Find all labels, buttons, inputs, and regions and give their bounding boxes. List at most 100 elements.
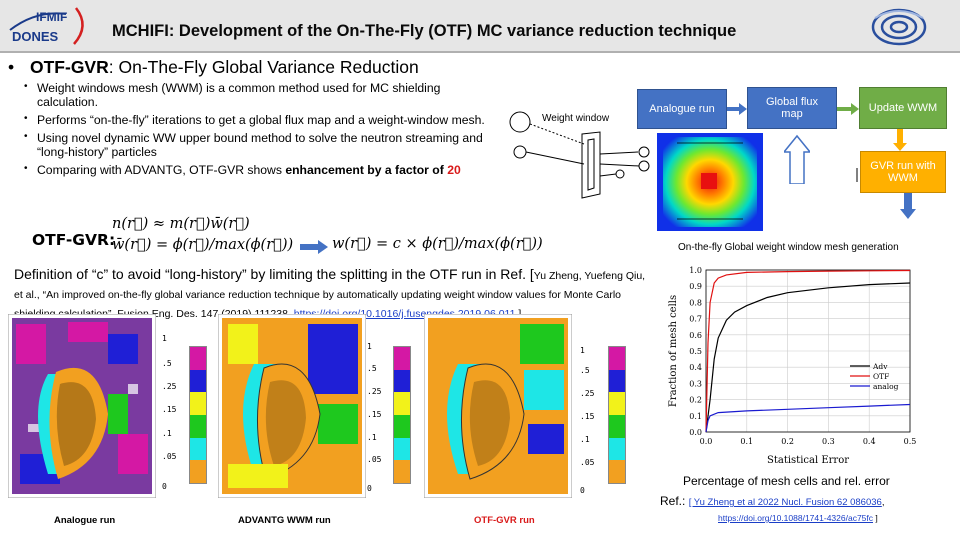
definition-text: Definition of “c” to avoid “long-history… (14, 266, 534, 282)
bullet-icon: • (24, 163, 28, 174)
tick-label: .5 (162, 359, 172, 368)
reference-line-2: https://doi.org/10.1088/1741-4326/ac75fc… (718, 513, 878, 523)
ifmif-dones-logo: IFMIF DONES (9, 7, 84, 45)
sub-bullet-text: Weight windows mesh (WWM) is a common me… (37, 81, 441, 109)
fusion-logo (871, 8, 927, 46)
x-tick-label: 0.3 (822, 437, 835, 446)
loop-arrow-icon (784, 134, 810, 184)
tick-label: 0 (162, 482, 167, 491)
tick-label: 1 (580, 346, 585, 355)
equation-3: w(r⃗) = c × ϕ(r⃗)/max(ϕ(r⃗)) (332, 236, 543, 252)
colorbar-analogue (189, 346, 207, 484)
tick-label: .15 (162, 405, 177, 414)
x-tick-label: 0.4 (863, 437, 876, 446)
bullet-icon: • (24, 81, 28, 92)
tick-label: 0 (580, 486, 585, 495)
colorbar-advantg (393, 346, 411, 484)
otf-gvr-definition: : On-The-Fly Global Variance Reduction (108, 57, 419, 77)
sub-bullet-text: Using novel dynamic WW upper bound metho… (37, 131, 483, 159)
tick-label: .05 (580, 458, 595, 467)
y-tick-labels: 0.0 0.1 0.2 0.3 0.4 0.5 0.6 0.7 0.8 0.9 1.0 (689, 266, 702, 437)
series-line-otf (705, 269, 911, 433)
x-tick-label: 0.5 (904, 437, 917, 446)
tick-label: .5 (580, 366, 590, 375)
divider (856, 168, 858, 182)
y-tick-label: 0.5 (689, 347, 702, 356)
y-tick-label: 0.9 (689, 282, 702, 291)
otf-gvr-flux-map (424, 314, 572, 498)
right-arrow-icon (300, 240, 328, 254)
tick-label: .1 (367, 433, 377, 442)
reference-comma: , (881, 497, 885, 508)
x-axis-label: Statistical Error (767, 455, 849, 466)
chart-caption: Percentage of mesh cells and rel. error (683, 474, 890, 488)
x-tick-labels: 0.0 0.1 0.2 0.3 0.4 0.5 (700, 437, 917, 446)
chart-series (705, 269, 911, 433)
sub-bullet: • Performs “on-the-fly” iterations to get… (24, 113, 504, 127)
down-arrow-icon (900, 193, 916, 219)
sub-bullet: • Using novel dynamic WW upper bound meth… (24, 131, 504, 159)
reference-end: ] (873, 513, 878, 523)
tick-label: .1 (162, 429, 172, 438)
chart-grid (705, 269, 911, 433)
series-line-analog (705, 403, 911, 433)
tick-label: .05 (162, 452, 177, 461)
header-bar (0, 0, 960, 53)
equation-1: n(r⃗) ≈ m(r⃗)w̄(r⃗) (112, 216, 250, 232)
tick-label: .05 (367, 455, 382, 464)
sub-bullet-text: Performs “on-the-fly” iterations to get … (37, 113, 485, 127)
weight-window-diagram (509, 111, 650, 199)
sub-bullet: • Weight windows mesh (WWM) is a common m… (24, 81, 504, 109)
tick-label: .1 (580, 435, 590, 444)
y-tick-label: 0.4 (689, 363, 702, 372)
analogue-run-box: Analogue run (637, 89, 727, 129)
y-tick-label: 1.0 (689, 266, 702, 275)
page-title: MCHIFI: Development of the On-The-Fly (O… (112, 22, 737, 40)
tick-label: .25 (162, 382, 177, 391)
weight-window-label: Weight window (542, 113, 610, 124)
reference-doi-link[interactable]: https://doi.org/10.1088/1741-4326/ac75fc (718, 513, 874, 523)
series-line-adv (705, 282, 911, 433)
sub-bullet-list: • Weight windows mesh (WWM) is a common m… (24, 81, 504, 181)
error-fraction-chart: 0.0 0.1 0.2 0.3 0.4 0.5 0.6 0.7 0.8 0.9 1.0 0.0 0.1… (668, 266, 917, 466)
tick-label: .5 (367, 364, 377, 373)
tick-label: .25 (580, 389, 595, 398)
y-tick-label: 0.7 (689, 315, 702, 324)
y-tick-label: 0.8 (689, 298, 702, 307)
equation-block: n(r⃗) ≈ m(r⃗)w̄(r⃗) w̄(r⃗) = ϕ(r⃗)/max(ϕ… (112, 214, 293, 256)
analogue-flux-map (8, 314, 156, 498)
legend-label: Adv (872, 362, 888, 371)
reference-link[interactable]: [ Yu Zheng et al 2022 Nucl. Fusion 62 08… (688, 497, 882, 508)
x-tick-label: 0.1 (740, 437, 753, 446)
down-arrow-icon (893, 129, 907, 151)
y-axis-label: Fraction of mesh cells (668, 295, 679, 407)
advantg-flux-map (218, 314, 366, 498)
legend-label: OTF (873, 372, 889, 381)
y-tick-label: 0.0 (689, 428, 702, 437)
bullet-icon: • (24, 131, 28, 142)
sub-bullet: • Comparing with ADVANTG, OTF-GVR shows e… (24, 163, 504, 177)
reference-line: Ref.: [ Yu Zheng et al 2022 Nucl. Fusion… (660, 494, 884, 508)
tick-label: .15 (580, 412, 595, 421)
x-tick-label: 0.0 (700, 437, 713, 446)
tick-label: 0 (367, 484, 372, 493)
colorbar-otf-gvr (608, 346, 626, 484)
enhancement-text: enhancement by a factor of (285, 163, 448, 177)
ww-mesh-heatmap (657, 133, 763, 231)
bullet-icon: • (8, 57, 15, 77)
otf-gvr-term: OTF-GVR (30, 57, 109, 77)
legend-label: analog (873, 382, 899, 391)
main-bullet: • OTF-GVR: On-The-Fly Global Variance Red… (8, 57, 419, 78)
x-tick-label: 0.2 (781, 437, 794, 446)
gvr-run-box: GVR run with WWM (860, 151, 946, 193)
plot-frame (705, 269, 911, 433)
logo-text-top: IFMIF (36, 10, 67, 24)
equation-2: w̄(r⃗) = ϕ(r⃗)/max(ϕ(r⃗)) (112, 237, 294, 253)
global-flux-map-box: Global flux map (747, 87, 837, 129)
sub-bullet-text: Comparing with ADVANTG, OTF-GVR shows (37, 163, 286, 177)
y-tick-label: 0.3 (689, 379, 702, 388)
logo-text-bottom: DONES (12, 29, 59, 44)
flowchart-caption: On-the-fly Global weight window mesh gen… (678, 242, 899, 253)
equation-label: OTF-GVR: (32, 231, 116, 249)
